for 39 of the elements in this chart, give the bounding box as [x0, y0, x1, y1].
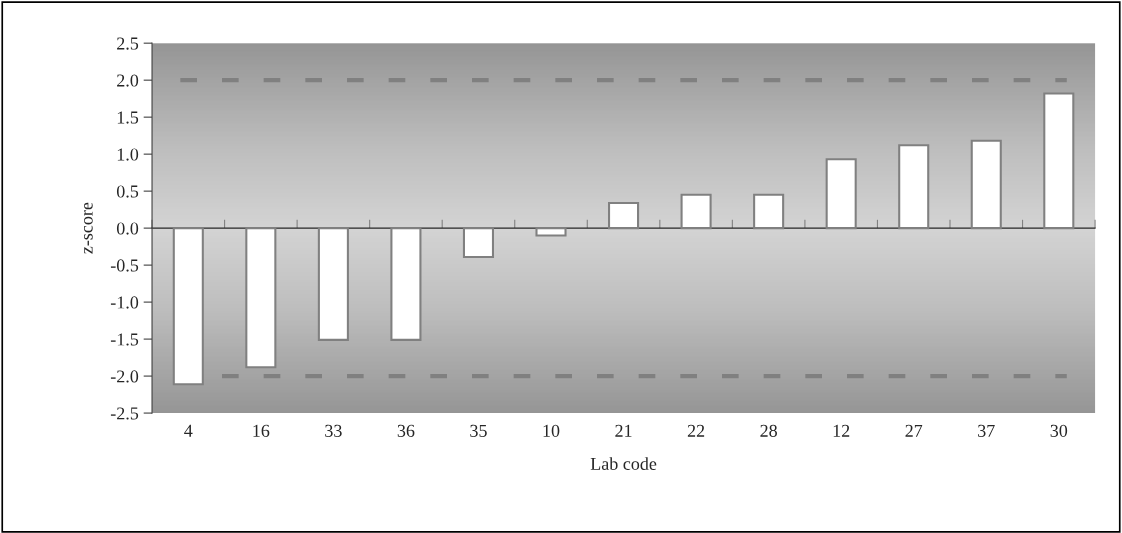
- x-tick-label: 37: [978, 424, 995, 437]
- x-tick-label: 12: [833, 424, 850, 437]
- bar: [825, 158, 857, 230]
- y-tick-label: -1.5: [110, 333, 139, 346]
- x-tick-label: 27: [905, 424, 923, 437]
- x-tick-label: 4: [184, 424, 193, 437]
- x-tick-label: 22: [687, 424, 705, 437]
- y-tick-label: 0.5: [116, 185, 139, 198]
- y-tick-label: -2.5: [110, 407, 139, 420]
- bar: [245, 227, 277, 369]
- bar: [753, 193, 785, 230]
- x-tick-label: 36: [397, 424, 415, 437]
- y-tick-label: -0.5: [110, 259, 139, 272]
- bar: [172, 227, 204, 386]
- y-tick-label: 1.0: [117, 148, 139, 161]
- x-tick-label: 10: [543, 424, 560, 437]
- x-tick-label: 33: [325, 424, 342, 437]
- bar: [608, 201, 640, 230]
- bar: [317, 227, 349, 341]
- bar: [1043, 92, 1075, 230]
- bar: [680, 193, 712, 230]
- bar: [898, 144, 930, 230]
- bar: [462, 227, 495, 259]
- y-tick-label: 2.0: [117, 74, 139, 87]
- x-tick-label: 16: [253, 424, 270, 437]
- bar: [970, 139, 1002, 230]
- x-axis-title: Lab code: [590, 457, 657, 470]
- y-tick-label: -2.0: [110, 370, 139, 383]
- y-axis-title: z-score: [84, 202, 93, 254]
- bar: [390, 227, 422, 341]
- x-tick-label: 30: [1050, 424, 1068, 437]
- y-tick-label: 2.5: [117, 37, 139, 50]
- x-tick-label: 35: [470, 424, 487, 437]
- x-tick-label: 28: [760, 424, 777, 437]
- y-tick-label: 1.5: [117, 111, 139, 124]
- y-tick-label: 0.0: [116, 222, 139, 235]
- x-tick-label: 21: [615, 424, 632, 437]
- y-tick-label: -1.0: [110, 296, 139, 309]
- bar: [535, 227, 567, 237]
